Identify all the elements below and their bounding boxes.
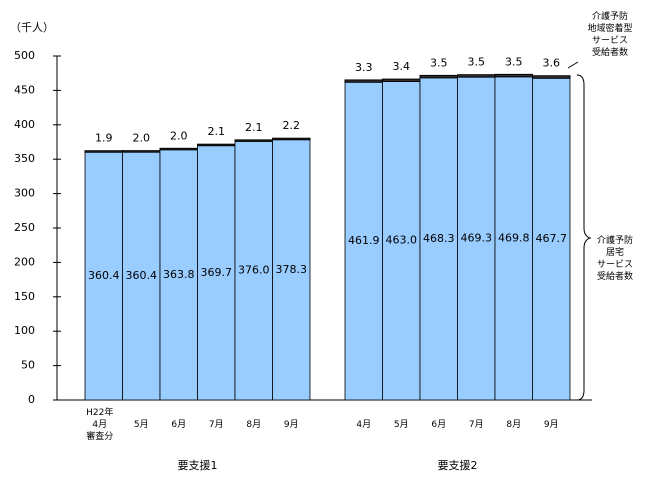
bar-segment [344, 81, 383, 401]
x-tick-label: 4月 [356, 419, 371, 430]
bar-segment [457, 76, 496, 401]
x-tick-label-line: 8月 [506, 419, 521, 430]
bar-segment [234, 140, 273, 401]
y-tick-label: 400 [14, 118, 35, 131]
y-tick-label: 350 [14, 152, 35, 165]
value-label: 469.3 [461, 232, 493, 245]
bar-segment [272, 137, 311, 141]
x-tick-label-line: 5月 [134, 419, 149, 430]
y-tick-label: 450 [14, 83, 35, 96]
x-tick-label: 8月 [246, 419, 261, 430]
x-tick-label-line: 4月 [92, 419, 107, 430]
bar-segment [84, 151, 123, 401]
y-tick-label: 500 [14, 49, 35, 62]
value-label: 360.4 [88, 269, 120, 282]
value-label: 3.5 [430, 56, 448, 69]
legend-entry: 介護予防地域密着型サービス受給者数 [587, 10, 632, 58]
legend-entry-line: 居宅 [606, 246, 624, 258]
x-tick-label-line: H22年 [86, 406, 113, 418]
legend-brace [576, 74, 592, 401]
group-label: 要支援2 [438, 458, 478, 472]
x-tick-label-line: 7月 [209, 419, 224, 430]
value-label: 376.0 [238, 264, 270, 277]
value-label: 468.3 [423, 232, 455, 245]
x-tick-label: 5月 [134, 419, 149, 430]
legend-entry-line: 地域密着型 [587, 22, 632, 34]
legend-entry-line: 受給者数 [592, 46, 628, 58]
group-label: 要支援1 [178, 458, 218, 472]
bar-segment [494, 73, 533, 78]
y-tick-label: 50 [21, 359, 35, 372]
legend-entry-line: サービス [597, 259, 633, 270]
y-tick-label: 300 [14, 187, 35, 200]
value-label: 2.2 [283, 119, 301, 132]
legend-entry-line: 介護予防 [592, 10, 628, 22]
x-tick-label-line: 8月 [246, 419, 261, 430]
value-label: 3.6 [543, 57, 561, 70]
bar-segment [344, 79, 383, 83]
value-label: 467.7 [536, 232, 568, 245]
x-tick-label-line: 6月 [431, 419, 446, 430]
value-label: 1.9 [95, 132, 113, 145]
y-tick-label: 0 [28, 393, 35, 406]
bar-segment [197, 143, 236, 147]
bar-segment [122, 151, 161, 401]
bar-segment [197, 145, 236, 401]
value-label: 469.8 [498, 231, 530, 244]
value-label: 3.5 [505, 55, 523, 68]
bar-segment [234, 139, 273, 142]
bar-segment [419, 77, 458, 401]
x-tick-label: 9月 [544, 419, 559, 430]
x-tick-label: 5月 [394, 419, 409, 430]
x-tick-label-line: 6月 [171, 419, 186, 430]
value-label: 369.7 [201, 266, 233, 279]
y-tick-label: 200 [14, 255, 35, 268]
value-label: 363.8 [163, 268, 195, 281]
value-label: 3.4 [393, 60, 411, 73]
x-tick-label: 7月 [469, 419, 484, 430]
legend-entry: 介護予防居宅サービス受給者数 [597, 234, 633, 282]
x-tick-label-line: 9月 [284, 419, 299, 430]
x-tick-label-line: 5月 [394, 419, 409, 430]
x-tick-label: 7月 [209, 419, 224, 430]
bar-segment [272, 139, 311, 401]
legend-entry-line: 介護予防 [597, 234, 633, 246]
x-tick-label-line: 7月 [469, 419, 484, 430]
legend-pointer [567, 61, 579, 69]
legend-entry-line: サービス [592, 35, 628, 46]
y-tick-label: 150 [14, 290, 35, 303]
value-label: 2.0 [170, 129, 188, 142]
bar-segment [122, 150, 161, 153]
y-tick-label: 250 [14, 221, 35, 234]
value-label: 360.4 [126, 269, 158, 282]
bar-segment [159, 147, 198, 151]
value-label: 2.1 [208, 125, 226, 138]
bar-segment [457, 74, 496, 78]
value-label: 2.0 [133, 132, 151, 145]
bar-segment [84, 150, 123, 153]
bar-segment [532, 75, 571, 79]
bar-segment [532, 77, 571, 401]
value-label: 3.5 [468, 56, 486, 69]
value-label: 461.9 [348, 234, 380, 247]
x-tick-label-line: 4月 [356, 419, 371, 430]
value-label: 3.3 [355, 61, 373, 74]
x-tick-label: 9月 [284, 419, 299, 430]
bar-segment [382, 78, 421, 82]
x-tick-label: H22年 4月審査分 [86, 406, 113, 442]
value-label: 463.0 [386, 234, 418, 247]
x-tick-label: 6月 [171, 419, 186, 430]
x-tick-label-line: 9月 [544, 419, 559, 430]
x-tick-label-line: 審査分 [86, 430, 113, 442]
value-label: 378.3 [276, 263, 308, 276]
y-axis-title: （千人） [10, 21, 54, 34]
legend-entry-line: 受給者数 [597, 270, 633, 282]
x-tick-label: 8月 [506, 419, 521, 430]
bar-segment [159, 149, 198, 401]
y-tick-label: 100 [14, 324, 35, 337]
bar-segment [419, 74, 458, 79]
value-label: 2.1 [245, 121, 263, 134]
x-tick-label: 6月 [431, 419, 446, 430]
